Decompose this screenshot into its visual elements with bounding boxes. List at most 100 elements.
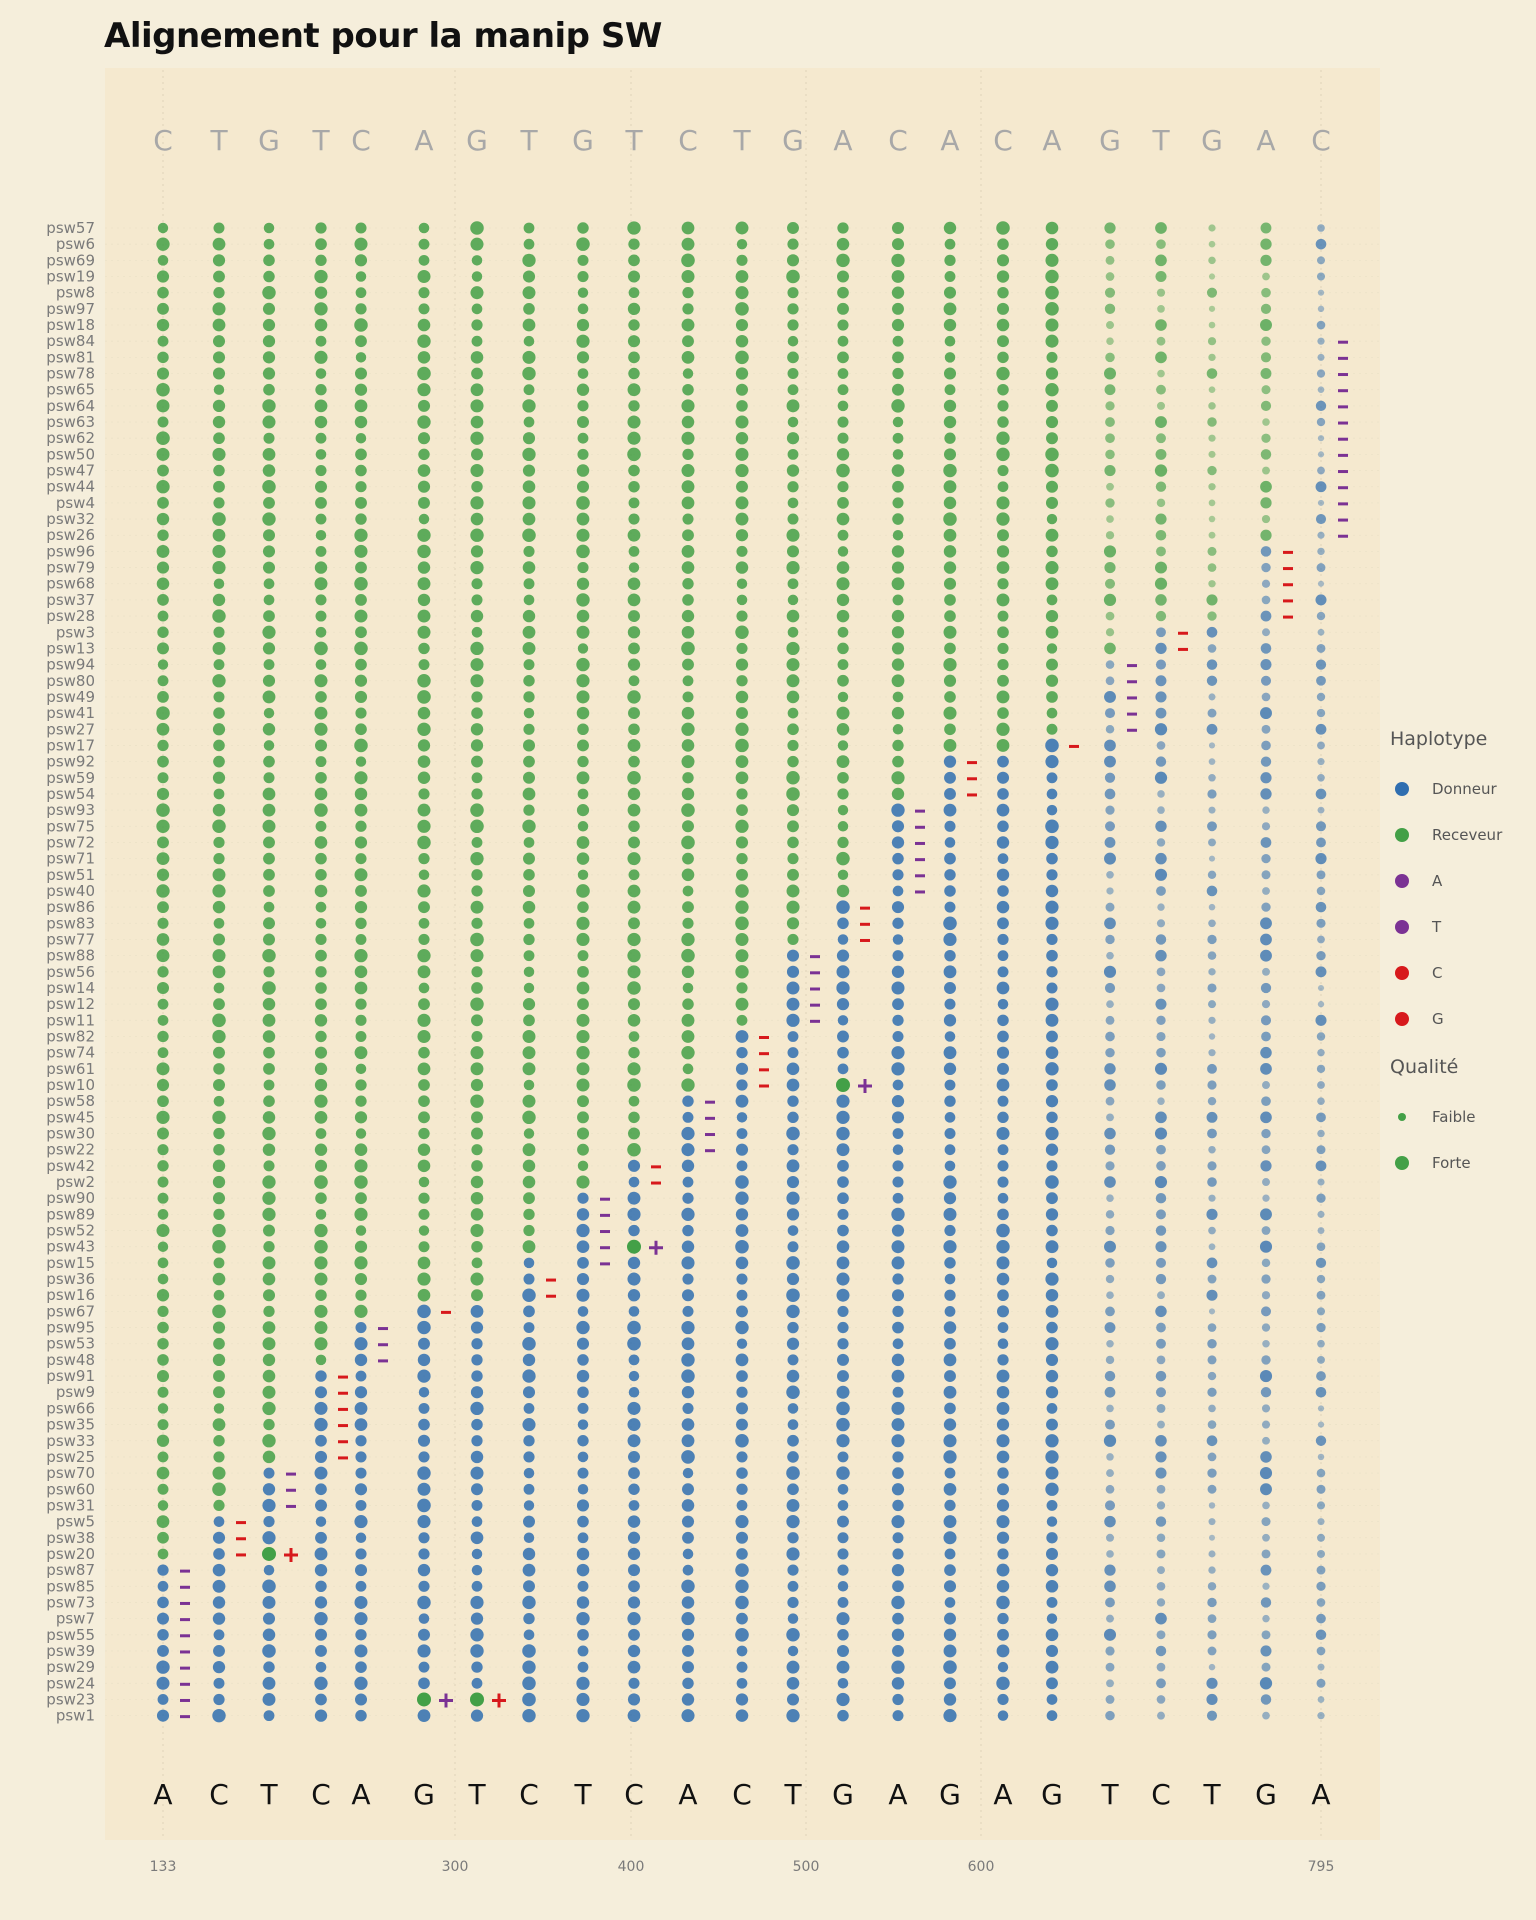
row-label: psw2 xyxy=(56,1173,95,1191)
data-point xyxy=(1206,1435,1218,1447)
data-point xyxy=(1317,580,1325,587)
data-point xyxy=(315,1580,327,1592)
data-point xyxy=(1045,1369,1059,1383)
data-point xyxy=(418,1402,430,1414)
data-point xyxy=(157,497,169,509)
data-point xyxy=(156,868,170,881)
data-point xyxy=(1104,772,1116,783)
data-point xyxy=(997,658,1009,671)
data-point xyxy=(522,464,536,477)
legend-haplotype-title: Haplotype xyxy=(1390,728,1488,750)
data-point xyxy=(837,626,849,638)
data-point xyxy=(470,658,484,672)
data-point xyxy=(1261,1662,1271,1672)
data-point xyxy=(157,1014,169,1026)
data-point xyxy=(213,1370,225,1382)
data-point xyxy=(1106,337,1114,345)
data-point xyxy=(315,852,327,865)
legend-swatch-receveur xyxy=(1395,828,1409,842)
data-point xyxy=(418,659,430,671)
data-point xyxy=(1316,886,1326,896)
data-point xyxy=(1260,675,1272,686)
data-point xyxy=(1260,982,1272,994)
data-point xyxy=(891,658,905,671)
data-point xyxy=(944,982,956,994)
data-point xyxy=(996,1127,1010,1141)
data-point xyxy=(417,1644,431,1658)
data-point xyxy=(354,901,368,914)
top-base-label: T xyxy=(519,124,538,157)
data-point xyxy=(470,1191,484,1205)
data-point xyxy=(212,965,226,979)
bottom-base-label: C xyxy=(311,1778,331,1811)
data-point xyxy=(262,318,276,332)
data-point xyxy=(892,335,904,347)
data-point xyxy=(522,787,536,801)
data-point xyxy=(262,1207,276,1221)
data-point xyxy=(157,1321,169,1334)
data-point xyxy=(1105,1258,1115,1268)
data-point xyxy=(1316,1322,1326,1333)
data-point xyxy=(681,1515,695,1528)
data-point xyxy=(315,1531,327,1544)
data-point xyxy=(996,1256,1010,1270)
data-point xyxy=(997,1322,1009,1333)
row-label: psw18 xyxy=(46,316,95,334)
data-point xyxy=(576,544,590,559)
data-point xyxy=(735,1224,749,1237)
data-point xyxy=(1316,675,1326,686)
data-point xyxy=(523,966,535,978)
data-point xyxy=(681,641,695,656)
data-point xyxy=(1105,1419,1115,1430)
data-point xyxy=(1155,529,1167,541)
data-point xyxy=(786,269,800,284)
data-point xyxy=(1105,934,1115,945)
data-point xyxy=(1260,1451,1272,1463)
data-point xyxy=(836,998,850,1011)
data-point xyxy=(627,1014,641,1027)
data-point xyxy=(682,1548,694,1560)
data-point xyxy=(1317,773,1325,782)
data-point xyxy=(1046,691,1058,703)
data-point xyxy=(681,221,695,235)
data-point xyxy=(212,1272,226,1286)
data-point xyxy=(156,852,170,866)
data-point xyxy=(1156,1533,1166,1543)
data-point xyxy=(576,1288,590,1302)
data-point xyxy=(944,594,956,606)
row-label: psw90 xyxy=(46,1189,95,1207)
data-point xyxy=(1316,692,1326,702)
data-point xyxy=(263,610,275,622)
data-point xyxy=(1260,1564,1272,1576)
data-point xyxy=(522,625,536,639)
data-point xyxy=(682,1176,694,1188)
data-point xyxy=(627,1239,641,1254)
top-base-label: C xyxy=(678,124,698,157)
data-point xyxy=(354,1612,368,1626)
data-point xyxy=(943,674,957,687)
data-point xyxy=(1105,1646,1115,1656)
data-point xyxy=(1208,693,1216,701)
data-point xyxy=(577,965,589,978)
data-point xyxy=(157,739,169,752)
data-point xyxy=(1045,1095,1059,1108)
data-point xyxy=(787,481,799,493)
data-point xyxy=(576,351,590,364)
data-point xyxy=(836,884,850,898)
data-point xyxy=(523,691,535,703)
row-label: psw33 xyxy=(46,1432,95,1450)
data-point xyxy=(314,1596,328,1609)
data-point xyxy=(944,1224,956,1237)
data-point xyxy=(157,1612,169,1625)
data-point xyxy=(786,1013,800,1027)
data-point xyxy=(1045,1547,1059,1560)
data-point xyxy=(1207,1614,1217,1623)
data-point xyxy=(1105,433,1115,444)
data-point xyxy=(1156,741,1166,750)
row-label: psw52 xyxy=(46,1222,95,1240)
data-point xyxy=(157,642,169,655)
data-point xyxy=(354,1111,368,1124)
data-point xyxy=(523,884,535,897)
data-point xyxy=(628,1176,640,1188)
data-point xyxy=(314,1304,328,1318)
